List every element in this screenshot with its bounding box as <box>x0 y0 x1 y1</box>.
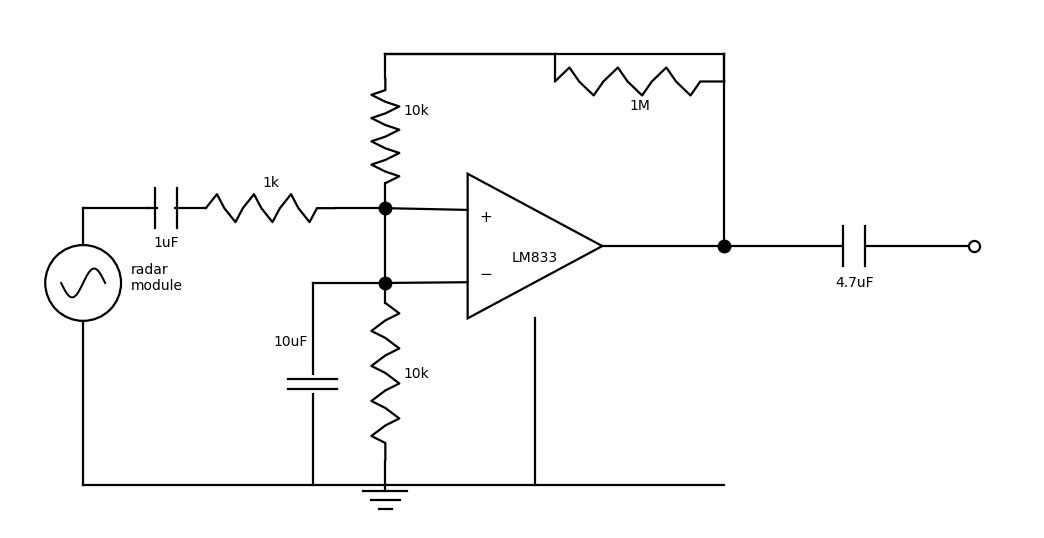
Text: 1k: 1k <box>262 176 279 190</box>
Text: 4.7uF: 4.7uF <box>835 276 874 290</box>
Text: +: + <box>479 210 493 225</box>
Text: 10uF: 10uF <box>274 335 308 349</box>
Text: 10k: 10k <box>403 104 429 118</box>
Text: −: − <box>479 267 493 282</box>
Text: 10k: 10k <box>403 367 429 381</box>
Text: 1M: 1M <box>630 100 650 114</box>
Text: LM833: LM833 <box>512 251 559 265</box>
Text: 1uF: 1uF <box>153 236 179 250</box>
Text: radar
module: radar module <box>130 263 183 293</box>
